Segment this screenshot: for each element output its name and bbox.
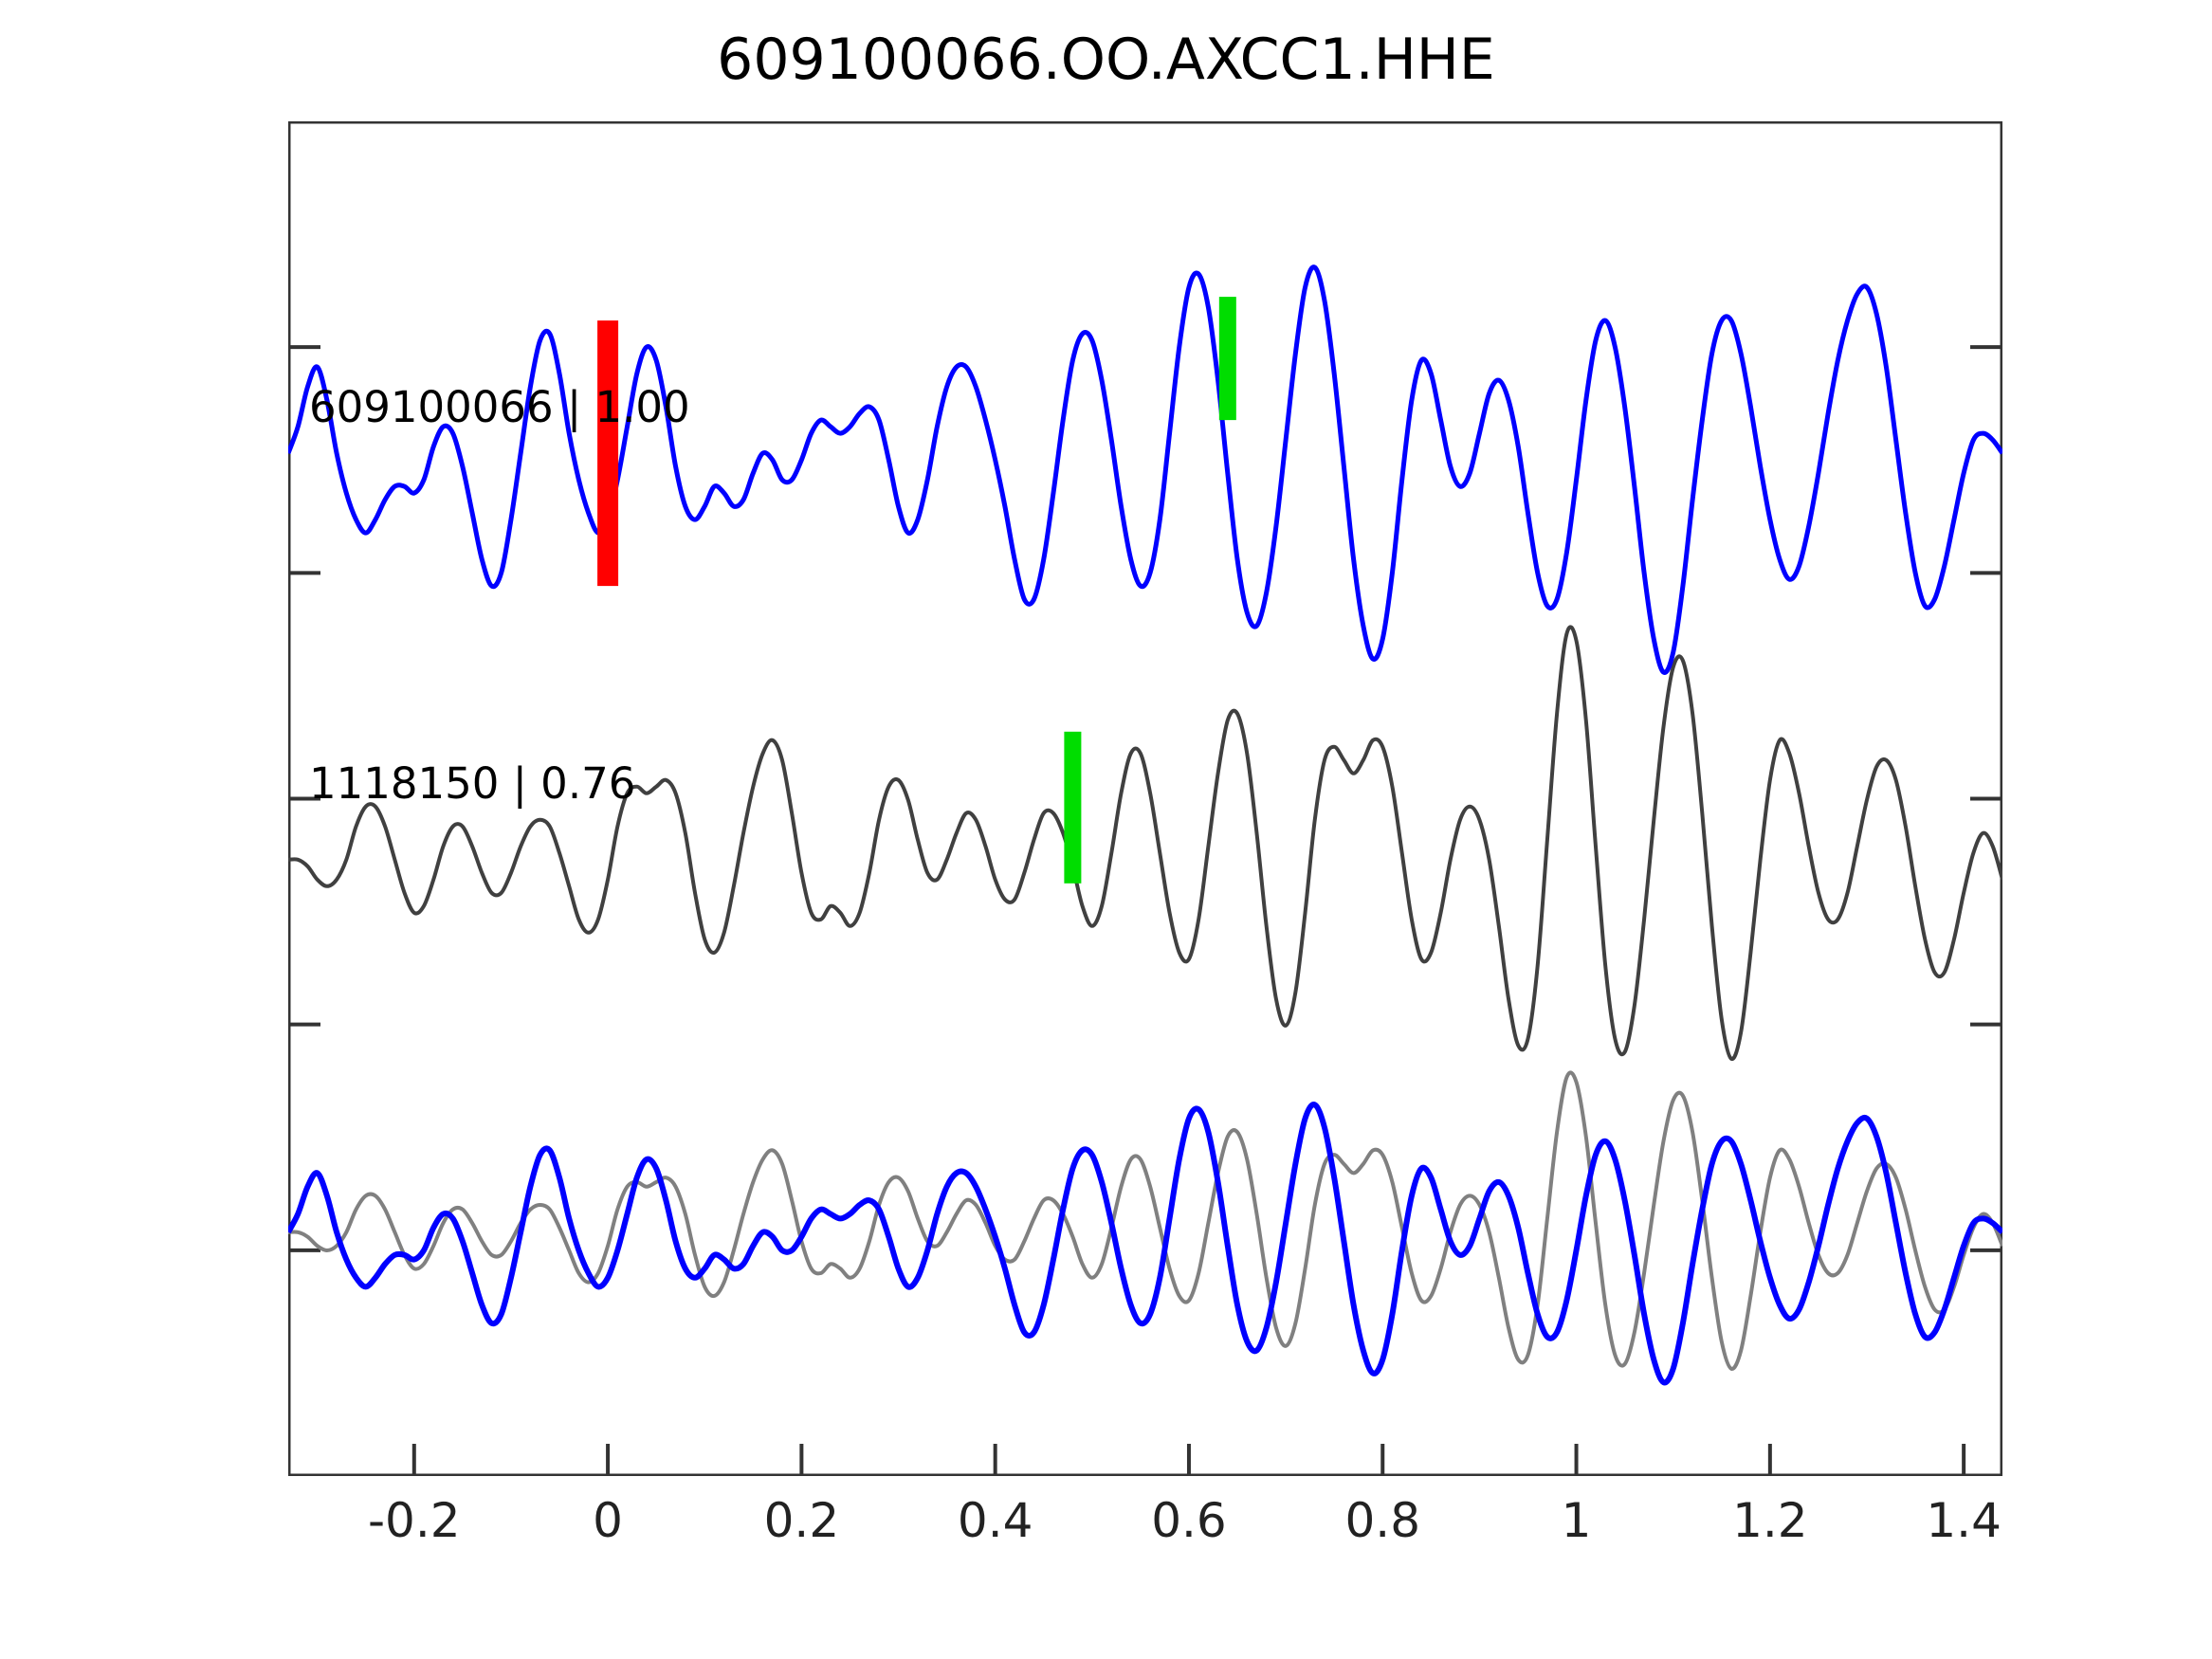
x-tick-label: 1.2: [1732, 1493, 1808, 1548]
x-tick-label: 0.6: [1151, 1493, 1227, 1548]
x-tick-label: 0.8: [1344, 1493, 1421, 1548]
x-tick-label: -0.2: [368, 1493, 461, 1548]
x-tick-label: 0.2: [763, 1493, 840, 1548]
x-tick-label: 1: [1561, 1493, 1592, 1548]
waveform-canvas: [288, 121, 2002, 1476]
page-title: 609100066.OO.AXCC1.HHE: [717, 27, 1495, 93]
x-tick-label: 0.4: [957, 1493, 1033, 1548]
x-axis-ticks: [411, 1444, 1966, 1474]
template-panel: [288, 264, 2002, 675]
overlay-detection-trace: [288, 1070, 2002, 1371]
x-tick-label: 1.4: [1926, 1493, 2002, 1548]
plot-area: 609100066 | 1.00 1118150 | 0.76: [288, 121, 2002, 1476]
phase-pick-detection-marker[interactable]: [1064, 731, 1082, 884]
overlay-template-trace: [288, 1102, 2002, 1386]
x-tick-label: 0: [593, 1493, 623, 1548]
detection-panel: [288, 625, 2002, 1062]
y-axis-ticks: [290, 345, 2001, 1252]
trace-label-detection: 1118150 | 0.76: [309, 758, 636, 809]
plot-border: [288, 121, 2002, 1476]
origin-pick-marker[interactable]: [597, 320, 619, 587]
trace-label-template: 609100066 | 1.00: [309, 382, 690, 432]
phase-pick-template-marker[interactable]: [1218, 297, 1236, 421]
overlay-panel: [288, 1070, 2002, 1386]
detection-trace: [288, 625, 2002, 1062]
template-trace: [288, 264, 2002, 675]
